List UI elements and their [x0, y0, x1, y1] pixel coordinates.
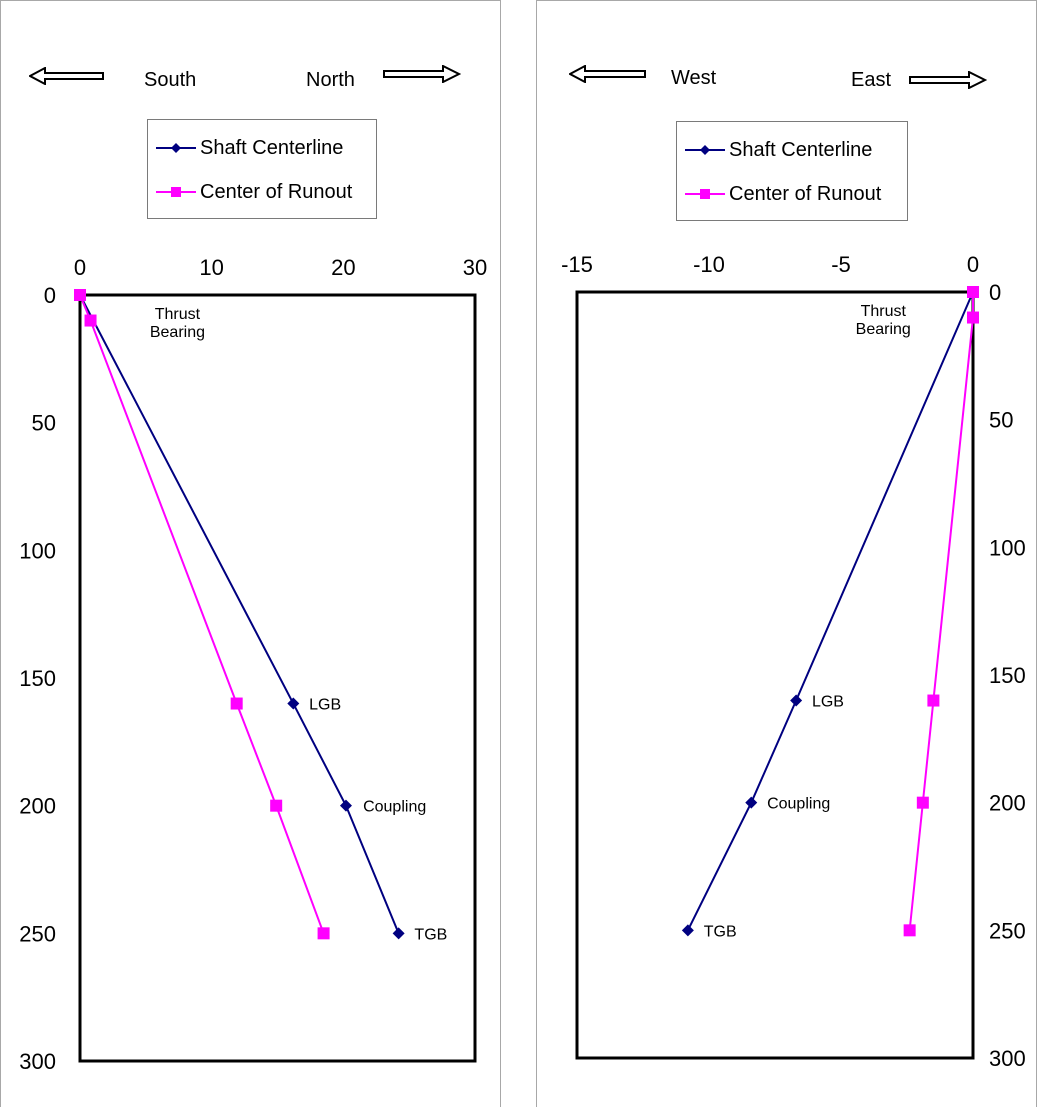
- annotation-line: Thrust: [861, 303, 907, 320]
- data-annotation: Coupling: [767, 796, 830, 813]
- x-tick-label: 30: [463, 255, 487, 280]
- data-annotation: Coupling: [363, 799, 426, 816]
- y-tick-label: 50: [32, 411, 56, 436]
- diamond-data-point: [339, 799, 352, 812]
- diamond-marker-icon: [685, 145, 725, 155]
- square-data-point: [967, 311, 979, 324]
- y-tick-label: 150: [19, 666, 56, 691]
- y-tick-label: 250: [19, 921, 56, 946]
- chart-legend: Shaft Centerline Center of Runout: [147, 119, 377, 219]
- chart-legend: Shaft Centerline Center of Runout: [676, 121, 908, 221]
- y-tick-label: 0: [989, 280, 1001, 305]
- annotation-line: Bearing: [150, 324, 205, 341]
- left-arrow-icon: [29, 67, 104, 85]
- diamond-marker-icon: [156, 143, 196, 153]
- x-tick-label: 0: [74, 255, 86, 280]
- square-data-point: [927, 694, 940, 707]
- square-marker-icon: [156, 187, 196, 197]
- diamond-data-point: [790, 694, 803, 707]
- legend-item-shaft-centerline: Shaft Centerline: [685, 128, 899, 172]
- direction-label-left: South: [144, 69, 197, 91]
- left-arrow-icon: [569, 65, 646, 83]
- x-tick-label: -10: [693, 252, 725, 277]
- legend-label: Shaft Centerline: [200, 136, 344, 159]
- y-tick-label: 50: [989, 408, 1013, 433]
- y-tick-label: 100: [19, 538, 56, 563]
- square-data-point: [317, 927, 330, 940]
- legend-item-center-of-runout: Center of Runout: [685, 172, 899, 216]
- square-data-point: [230, 697, 243, 710]
- square-data-point: [270, 799, 283, 812]
- y-tick-label: 200: [19, 794, 56, 819]
- legend-label: Center of Runout: [200, 180, 353, 203]
- square-data-point: [916, 796, 929, 809]
- diamond-data-point: [681, 924, 694, 937]
- legend-label: Shaft Centerline: [729, 138, 873, 161]
- plot-frame: [78, 293, 477, 1063]
- chart-panel-west-east: West East Shaft Centerline Center of Run…: [536, 0, 1037, 1107]
- x-tick-label: 10: [199, 255, 223, 280]
- square-data-point: [967, 286, 979, 298]
- y-tick-label: 300: [989, 1046, 1026, 1071]
- right-arrow-icon: [383, 65, 461, 83]
- diamond-data-point: [745, 796, 758, 809]
- y-tick-label: 200: [989, 791, 1026, 816]
- data-annotation: Thrust Bearing: [150, 306, 205, 341]
- plot-frame: [575, 290, 975, 1060]
- y-tick-label: 0: [44, 283, 56, 308]
- annotation-line: Thrust: [155, 306, 201, 323]
- y-tick-label: 300: [19, 1049, 56, 1074]
- diamond-data-point: [287, 697, 300, 710]
- y-tick-label: 100: [989, 535, 1026, 560]
- data-annotation: TGB: [704, 923, 737, 940]
- series-line-shaft-centerline: [79, 294, 400, 934]
- x-tick-label: -5: [831, 252, 851, 277]
- square-data-point: [84, 314, 97, 327]
- legend-label: Center of Runout: [729, 182, 882, 205]
- data-annotation: TGB: [414, 926, 447, 943]
- annotation-line: Bearing: [856, 321, 911, 338]
- diamond-data-point: [392, 927, 405, 940]
- data-annotation: Thrust Bearing: [856, 303, 911, 338]
- x-tick-label: 0: [967, 252, 979, 277]
- square-data-point: [903, 924, 916, 937]
- data-annotation: LGB: [309, 697, 341, 714]
- y-tick-label: 250: [989, 918, 1026, 943]
- y-tick-label: 150: [989, 663, 1026, 688]
- legend-item-center-of-runout: Center of Runout: [156, 170, 368, 214]
- series-line-center-of-runout: [908, 292, 974, 931]
- direction-label-left: West: [671, 67, 717, 89]
- x-tick-label: -15: [561, 252, 593, 277]
- line-chart-west-east: -15 -10 -5 00 50 100 150 200 250 300 Thrust Bearing…: [561, 252, 1026, 1071]
- chart-panel-south-north: South North Shaft Centerline Center of R…: [0, 0, 501, 1107]
- square-data-point: [74, 289, 86, 301]
- direction-label-right: North: [306, 69, 355, 91]
- data-annotation: LGB: [812, 694, 844, 711]
- right-arrow-icon: [909, 71, 987, 89]
- x-tick-label: 20: [331, 255, 355, 280]
- series-line-shaft-centerline: [686, 291, 974, 931]
- square-marker-icon: [685, 189, 725, 199]
- direction-label-right: East: [851, 69, 892, 91]
- legend-item-shaft-centerline: Shaft Centerline: [156, 126, 368, 170]
- series-line-center-of-runout: [79, 294, 325, 934]
